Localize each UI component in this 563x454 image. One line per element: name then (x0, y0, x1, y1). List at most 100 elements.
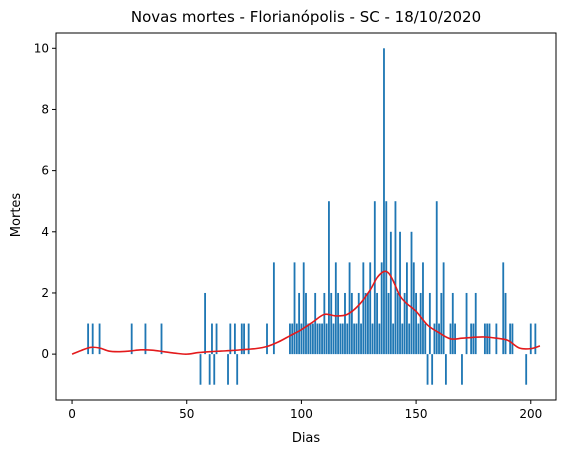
bar (211, 323, 213, 355)
bar (419, 292, 422, 355)
bar (399, 231, 401, 355)
bar (305, 292, 307, 355)
bar (311, 323, 314, 355)
bar (341, 323, 344, 355)
bar (295, 323, 298, 355)
bar (442, 262, 445, 355)
bar (433, 323, 436, 355)
bar (334, 262, 337, 355)
bar (316, 323, 319, 355)
bar (488, 323, 491, 355)
bar (362, 262, 365, 355)
bar (215, 323, 218, 355)
bar (511, 323, 514, 355)
y-tick-label: 0 (41, 347, 49, 361)
bar (461, 354, 463, 385)
bar (472, 323, 475, 355)
bar (474, 292, 477, 355)
bar (406, 262, 408, 355)
bar (486, 323, 489, 355)
bar (318, 323, 321, 355)
trend-layer (71, 270, 541, 355)
y-tick-label: 6 (41, 164, 49, 178)
bar (293, 262, 296, 355)
bar (426, 354, 429, 385)
bar (403, 292, 406, 355)
bar (440, 292, 443, 355)
bar (353, 323, 356, 355)
bar (344, 292, 346, 355)
x-tick-label: 150 (405, 407, 428, 421)
y-axis-label: Mortes (9, 193, 24, 238)
bar (98, 323, 101, 355)
plot-frame (55, 32, 557, 401)
bar (415, 292, 417, 355)
bar (444, 354, 447, 385)
bar (387, 292, 390, 355)
bar (302, 262, 305, 355)
trend-line (71, 270, 541, 355)
bar (307, 323, 310, 355)
bar (509, 323, 512, 355)
x-axis: 0 50 100 150 200 (68, 400, 542, 421)
x-axis-label: Dias (292, 431, 321, 446)
bar (529, 323, 532, 355)
y-tick-label: 4 (41, 225, 49, 239)
bar (431, 354, 434, 385)
bar (376, 292, 379, 355)
bar (350, 292, 353, 355)
bar (424, 323, 427, 355)
bar (339, 323, 342, 355)
bar (385, 201, 388, 355)
bar (272, 262, 275, 355)
bar (204, 292, 206, 355)
bar (396, 292, 399, 355)
bar (236, 354, 239, 385)
bar (502, 262, 505, 355)
bar (451, 292, 454, 355)
bar (291, 323, 294, 355)
bar (328, 201, 330, 355)
bar (394, 201, 397, 355)
bar (371, 323, 374, 355)
bar (208, 354, 211, 385)
bar (227, 354, 229, 385)
bar (346, 323, 349, 355)
x-tick-label: 0 (68, 407, 76, 421)
bar (323, 292, 326, 355)
bar (240, 323, 243, 355)
bar (408, 323, 411, 355)
bar (383, 48, 385, 355)
bar (369, 262, 372, 355)
bar (247, 323, 250, 355)
bar (410, 231, 413, 355)
bar (367, 292, 369, 355)
bar (233, 323, 236, 355)
bar (525, 354, 528, 385)
bar (378, 323, 381, 355)
bar (348, 262, 351, 355)
x-tick-label: 50 (179, 407, 194, 421)
bar (417, 323, 420, 355)
bar (229, 323, 232, 355)
bar (422, 262, 424, 355)
bar (470, 323, 473, 355)
bar (87, 323, 90, 355)
bar (360, 323, 362, 355)
y-tick-label: 10 (34, 41, 49, 55)
bar (199, 354, 202, 385)
bars-layer (87, 48, 537, 385)
bar (337, 292, 340, 355)
bar (465, 292, 468, 355)
bar (330, 292, 333, 355)
bar (438, 323, 440, 355)
bar (401, 323, 404, 355)
bar (213, 354, 216, 385)
bar (243, 323, 245, 355)
x-tick-label: 200 (519, 407, 542, 421)
chart-title: Novas mortes - Florianópolis - SC - 18/1… (131, 8, 481, 26)
bar (483, 323, 486, 355)
bar (298, 292, 301, 355)
bar (332, 323, 335, 355)
